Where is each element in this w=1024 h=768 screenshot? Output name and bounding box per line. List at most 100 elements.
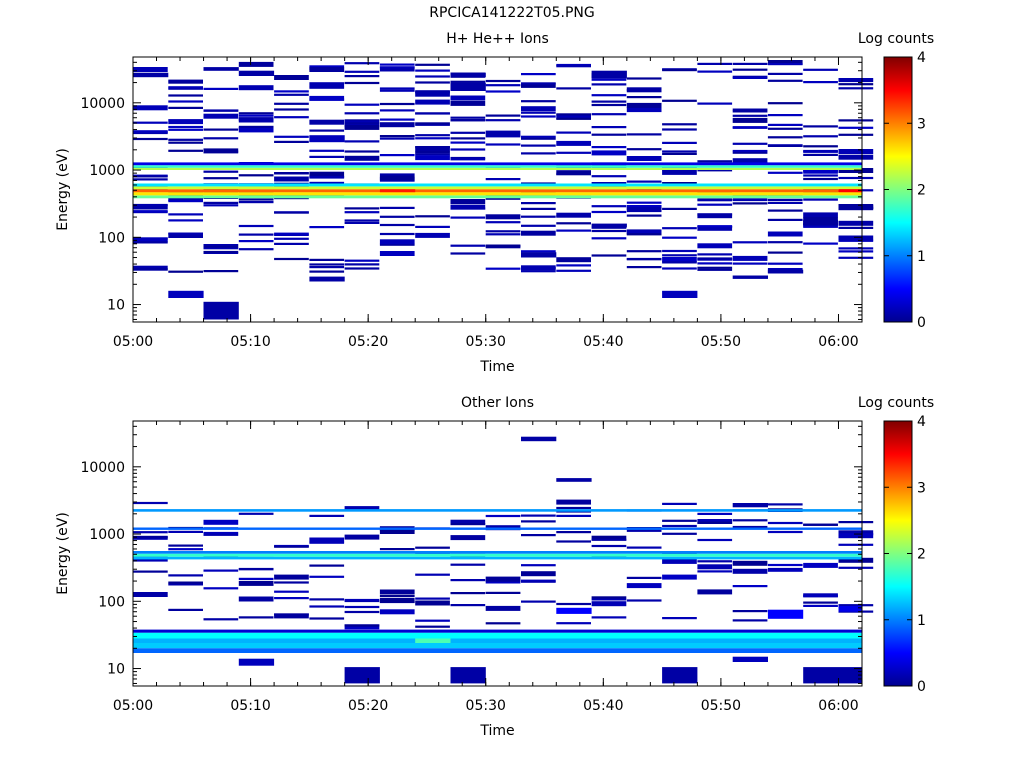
heatmap-cell [344, 81, 380, 85]
colorbar: 0 1 2 3 4 Log counts [858, 395, 934, 695]
heatmap-cell [344, 667, 380, 684]
heatmap-cell [626, 87, 662, 93]
heatmap-cell [379, 232, 415, 236]
heatmap-cell [591, 254, 627, 257]
heatmap-cell [274, 140, 309, 143]
x-tick-label: 05:40 [583, 698, 623, 714]
heatmap-cell [450, 535, 486, 541]
heatmap-cell [168, 608, 203, 611]
heatmap-cell [379, 239, 415, 245]
heatmap-cell [803, 135, 838, 138]
heatmap-cell [415, 232, 450, 238]
y-axis-label: Energy (eV) [55, 148, 71, 231]
heatmap-cell [379, 548, 415, 551]
heatmap-cell [238, 174, 274, 177]
heatmap-cell [838, 176, 874, 180]
heatmap-cell [521, 230, 556, 236]
heatmap-cell [203, 201, 239, 204]
heatmap-cell [626, 583, 662, 589]
heatmap-cell [344, 259, 380, 262]
heatmap-cell [556, 117, 591, 120]
heatmap-cell [521, 152, 556, 155]
heatmap-cell [344, 598, 380, 602]
heatmap-cell [697, 169, 733, 172]
heatmap-cell [591, 598, 627, 601]
heatmap-cell [767, 72, 803, 75]
heatmap-cell [450, 523, 486, 526]
heatmap-cell [732, 585, 768, 588]
heatmap-cell [168, 119, 203, 125]
heatmap-cell [838, 604, 874, 607]
heatmap-cell [732, 151, 768, 154]
heatmap-cell [556, 65, 591, 68]
heatmap-cell [662, 227, 697, 230]
heatmap-cell [238, 580, 274, 586]
heatmap-cell [309, 258, 345, 261]
heatmap-cell [168, 581, 203, 584]
heatmap-cell [803, 177, 838, 181]
colorbar: 0 1 2 3 4 Log counts [858, 31, 934, 331]
heatmap-cell [803, 153, 838, 156]
heatmap-cell [450, 667, 486, 684]
x-tick-label: 05:50 [701, 334, 741, 350]
heatmap-cell [415, 69, 450, 72]
heatmap-cell [309, 263, 345, 266]
axes-frame [132, 56, 863, 323]
heatmap-cell [133, 527, 862, 530]
heatmap-cell [344, 207, 380, 210]
heatmap-cell [133, 175, 168, 178]
heatmap-cell [309, 598, 345, 601]
heatmap-cell [309, 541, 345, 544]
heatmap-cell [203, 148, 239, 154]
heatmap-cell [379, 223, 415, 227]
heatmap-cell [697, 70, 733, 73]
heatmap-cell [274, 176, 309, 182]
heatmap-cell [344, 122, 380, 125]
heatmap-cell [450, 244, 486, 247]
heatmap-cell [485, 622, 521, 625]
heatmap-cell [485, 576, 521, 582]
heatmap-cell [133, 241, 168, 244]
heatmap-cell [309, 514, 345, 517]
heatmap-cell [662, 267, 697, 270]
y-tick-label: 1000 [89, 527, 125, 543]
heatmap-cell [626, 576, 662, 579]
heatmap-cell [803, 174, 838, 177]
heatmap-cell [732, 62, 768, 65]
heatmap-cell [203, 533, 239, 536]
heatmap-cell [274, 545, 309, 548]
heatmap-cell [838, 149, 874, 154]
heatmap-cell [767, 269, 804, 274]
heatmap-cell [732, 76, 768, 79]
heatmap-cell [662, 123, 697, 126]
heatmap-cell [556, 499, 591, 505]
heatmap-cell [591, 210, 627, 214]
heatmap-cell [203, 245, 239, 248]
heatmap-cell [732, 198, 768, 201]
heatmap-cell [732, 117, 768, 123]
heatmap-cell [732, 108, 768, 111]
heatmap-cell [803, 594, 838, 597]
heatmap-cell [626, 201, 662, 204]
heatmap-cell [803, 217, 838, 222]
heatmap-cell [450, 82, 486, 91]
y-tick-label: 100 [98, 230, 125, 246]
heatmap-cell [697, 203, 733, 206]
heatmap-cell [203, 113, 239, 119]
heatmap-cell [838, 566, 874, 569]
heatmap-cell [168, 94, 203, 97]
heatmap-cell [556, 622, 591, 625]
x-tick-label: 05:00 [113, 698, 153, 714]
heatmap-cell [379, 175, 415, 181]
heatmap-cell [732, 142, 768, 145]
heatmap-cell [203, 137, 239, 140]
heatmap-cell [767, 609, 804, 619]
heatmap-cell [450, 100, 486, 106]
heatmap-cell [309, 175, 345, 179]
heatmap-cell [133, 67, 168, 72]
heatmap-cell [238, 70, 275, 76]
heatmap-cell [450, 158, 486, 161]
heatmap-cell [168, 125, 203, 129]
heatmap-cell [591, 126, 627, 129]
heatmap-cell [803, 81, 838, 84]
